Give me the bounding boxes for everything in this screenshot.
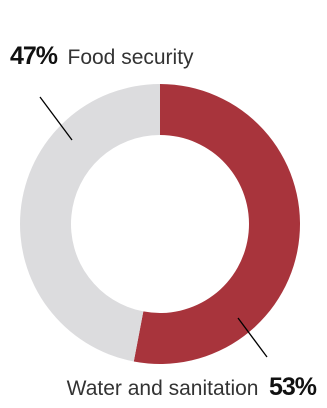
leader-line-water-sanitation	[237, 317, 268, 358]
food-security-percent: 47%	[10, 42, 58, 70]
food-security-name: Food security	[68, 46, 195, 69]
slices-group	[20, 84, 301, 364]
water-sanitation-label: Water and sanitation 53%	[67, 373, 317, 401]
slice-water-and-sanitation	[133, 84, 301, 364]
water-sanitation-percent: 53%	[269, 373, 317, 401]
leader-line-food-security	[39, 96, 73, 141]
slice-food-security	[20, 84, 161, 362]
water-sanitation-name: Water and sanitation	[67, 377, 259, 400]
food-security-label: 47% Food security	[10, 42, 194, 70]
